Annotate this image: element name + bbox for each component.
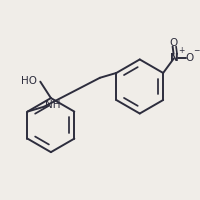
Text: O: O	[185, 53, 193, 63]
Text: O: O	[170, 38, 178, 48]
Text: N: N	[170, 53, 179, 63]
Text: −: −	[193, 46, 199, 55]
Text: NH: NH	[45, 100, 61, 110]
Text: HO: HO	[21, 76, 37, 86]
Text: +: +	[178, 46, 185, 55]
